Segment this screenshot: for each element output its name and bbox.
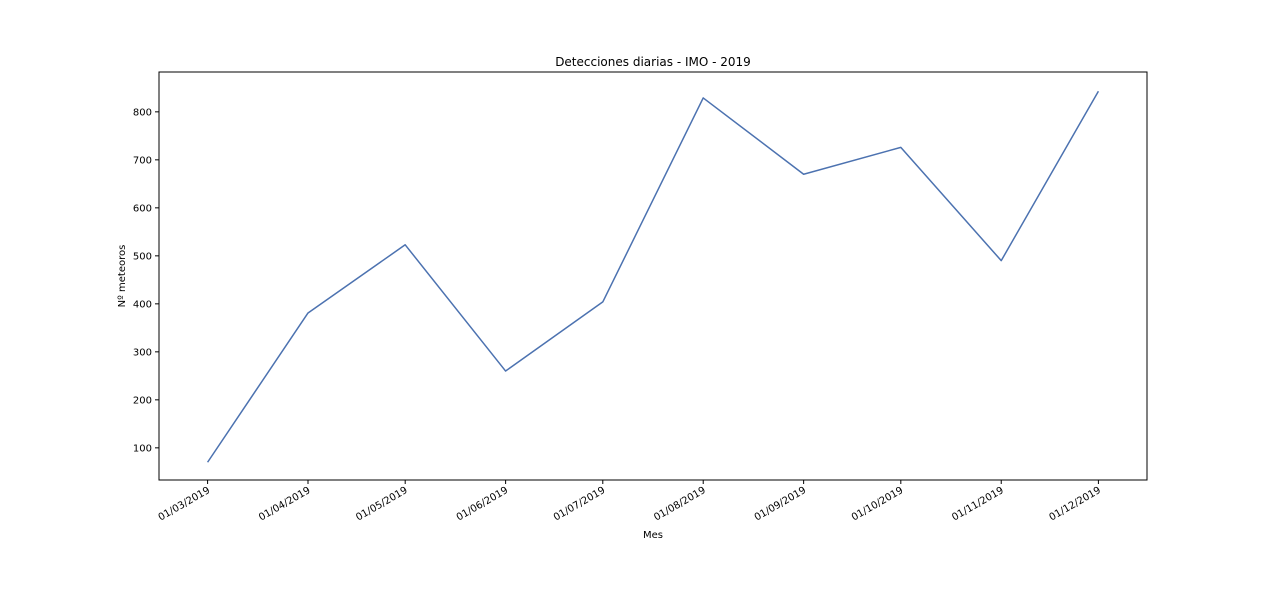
- x-tick-label: 01/06/2019: [455, 485, 510, 523]
- x-tick-label: 01/05/2019: [354, 485, 409, 523]
- x-tick-label: 01/11/2019: [950, 485, 1005, 523]
- y-tick-label: 200: [133, 395, 152, 406]
- y-tick-label: 800: [133, 107, 152, 118]
- chart-title: Detecciones diarias - IMO - 2019: [555, 55, 751, 69]
- plot-frame: [158, 71, 1148, 481]
- y-tick-label: 400: [133, 299, 152, 310]
- x-tick-label: 01/08/2019: [652, 485, 707, 523]
- series-line: [206, 90, 1100, 463]
- y-axis: 100 200 300 400 500 600 700 800: [133, 107, 159, 454]
- x-tick-label: 01/12/2019: [1047, 485, 1102, 523]
- x-tick-label: 01/10/2019: [850, 485, 905, 523]
- y-tick-label: 100: [133, 443, 152, 454]
- y-tick-label: 500: [133, 251, 152, 262]
- y-tick-label: 600: [133, 203, 152, 214]
- y-tick-label: 300: [133, 347, 152, 358]
- x-axis: 01/03/2019 01/04/2019 01/05/2019 01/06/2019…: [157, 480, 1103, 523]
- plot-area: [206, 90, 1100, 463]
- x-tick-label: 01/07/2019: [552, 485, 607, 523]
- y-axis-title: Nº meteoros: [117, 245, 128, 308]
- x-axis-title: Mes: [643, 530, 663, 541]
- x-tick-label: 01/03/2019: [157, 485, 212, 523]
- x-tick-label: 01/04/2019: [257, 485, 312, 523]
- x-tick-label: 01/09/2019: [753, 485, 808, 523]
- y-tick-label: 700: [133, 155, 152, 166]
